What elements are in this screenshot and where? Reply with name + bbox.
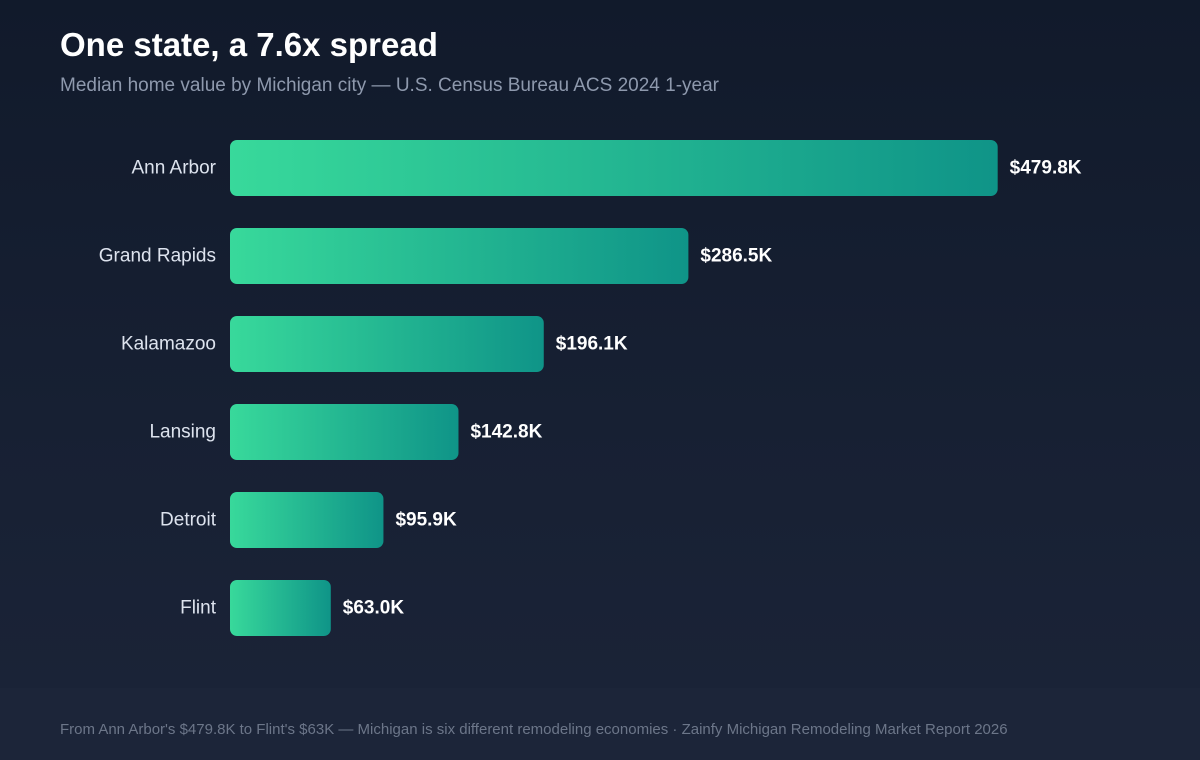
bar xyxy=(230,404,459,460)
category-label: Detroit xyxy=(160,510,217,531)
category-label: Kalamazoo xyxy=(121,334,216,355)
bars-layer: Ann Arbor $479.8K Grand Rapids $286.5K Kalam… xyxy=(99,140,1082,636)
footer-note: From Ann Arbor's $479.8K to Flint's $63K… xyxy=(60,721,1008,738)
category-label: Flint xyxy=(180,598,217,619)
value-label: $479.8K xyxy=(1010,158,1082,179)
bar xyxy=(230,140,998,196)
value-label: $286.5K xyxy=(700,246,772,267)
value-label: $95.9K xyxy=(395,510,457,531)
value-label: $142.8K xyxy=(470,422,542,443)
bar xyxy=(230,316,544,372)
chart-subtitle: Median home value by Michigan city — U.S… xyxy=(60,75,719,96)
footer-band xyxy=(0,688,1200,760)
bar xyxy=(230,228,689,284)
bar xyxy=(230,492,384,548)
value-label: $196.1K xyxy=(556,334,628,355)
category-label: Grand Rapids xyxy=(99,246,216,267)
bar xyxy=(230,580,331,636)
category-label: Ann Arbor xyxy=(132,158,217,179)
value-label: $63.0K xyxy=(343,598,405,619)
chart-title: One state, a 7.6x spread xyxy=(60,26,438,63)
category-label: Lansing xyxy=(149,422,216,443)
